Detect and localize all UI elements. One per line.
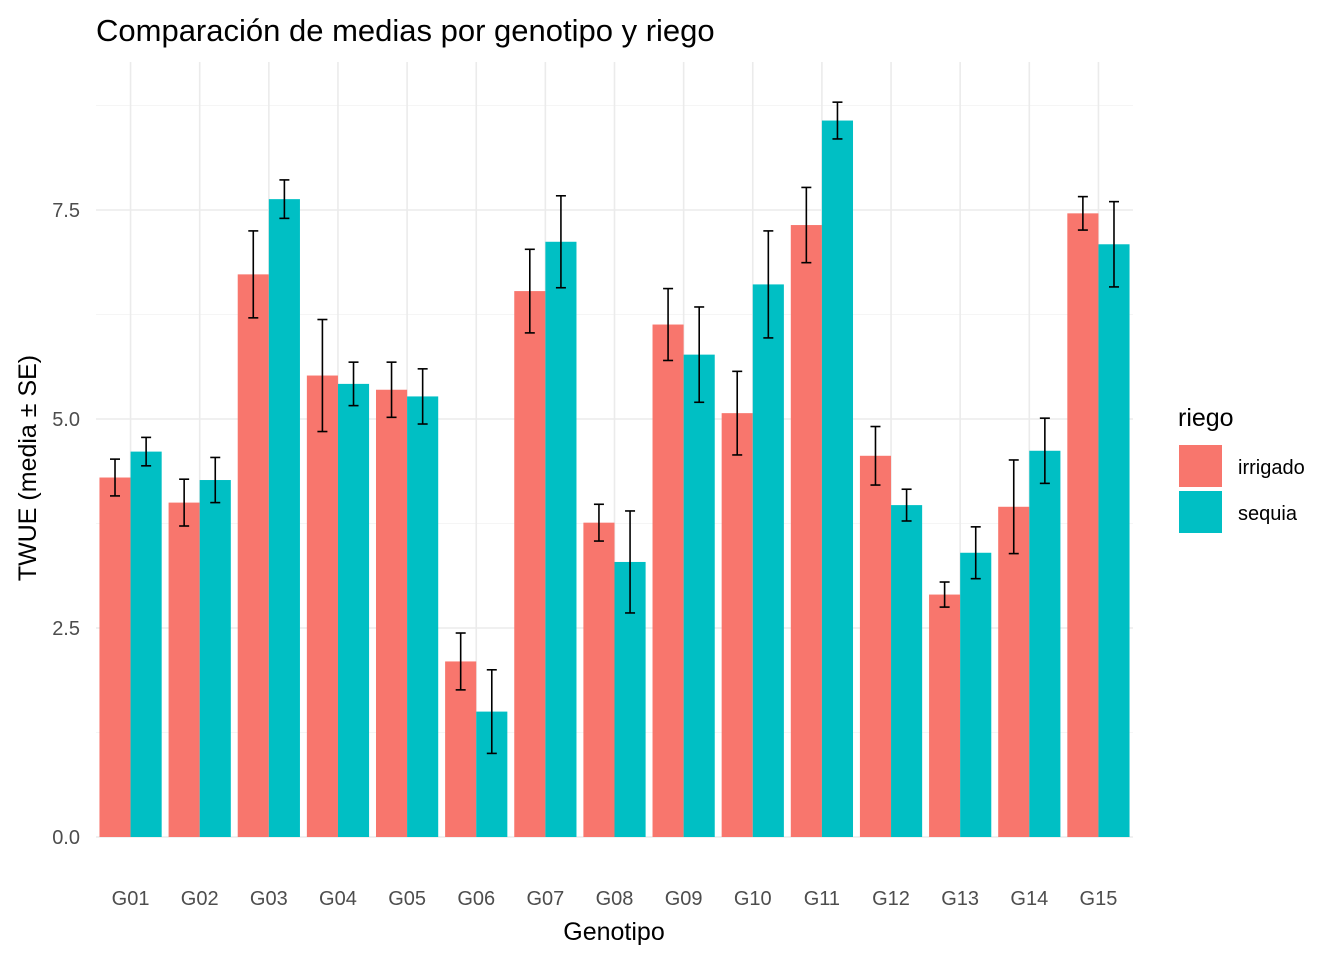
error-bar-sequia-g05 xyxy=(417,368,428,425)
error-bar-sequia-g15 xyxy=(1108,200,1119,288)
y-axis-title: TWUE (media ± SE) xyxy=(14,355,42,581)
bar-irrigado-g04 xyxy=(306,375,338,837)
bar-sequia-g05 xyxy=(407,396,439,837)
error-bar-sequia-g02 xyxy=(210,456,221,504)
x-tick-label: G06 xyxy=(457,888,495,910)
bar-irrigado-g08 xyxy=(583,522,615,837)
x-tick-label: G09 xyxy=(665,888,703,910)
chart-title: Comparación de medias por genotipo y rie… xyxy=(96,13,715,48)
x-tick-label: G10 xyxy=(734,888,772,910)
x-tick-label: G13 xyxy=(941,888,979,910)
bar-sequia-g14 xyxy=(1029,450,1061,837)
error-bar-irrigado-g15 xyxy=(1077,195,1088,231)
x-tick-label: G03 xyxy=(250,888,288,910)
bar-sequia-g02 xyxy=(199,480,231,837)
bar-irrigado-g05 xyxy=(375,389,408,837)
bar-sequia-g11 xyxy=(821,120,854,838)
plot-panel xyxy=(96,62,1133,838)
x-tick-label: G02 xyxy=(181,888,219,910)
error-bar-irrigado-g10 xyxy=(732,370,743,456)
bar-irrigado-g01 xyxy=(99,477,131,837)
bar-sequia-g12 xyxy=(891,505,923,837)
bar-sequia-g10 xyxy=(752,284,784,837)
bar-irrigado-g13 xyxy=(929,594,961,837)
y-tick-label: 0.0 xyxy=(52,827,80,849)
error-bar-irrigado-g12 xyxy=(870,425,881,486)
x-tick-label: G01 xyxy=(112,888,150,910)
error-bar-irrigado-g08 xyxy=(593,503,604,542)
legend-swatch-sequia xyxy=(1179,491,1222,533)
bar-sequia-g07 xyxy=(545,241,577,837)
legend-swatch-irrigado xyxy=(1179,445,1222,487)
bars xyxy=(99,120,1130,838)
error-bar-irrigado-g11 xyxy=(801,186,812,264)
error-bar-sequia-g11 xyxy=(832,101,843,140)
legend-label-sequia: sequia xyxy=(1238,503,1298,525)
bar-irrigado-g14 xyxy=(998,506,1030,837)
x-tick-label: G12 xyxy=(872,888,910,910)
x-axis-ticks: G01 G02 G03 G04 G05 G06 G07 G08 G09 G10 G11 G12 G13 G… xyxy=(112,888,1118,910)
legend-title: riego xyxy=(1178,404,1234,432)
error-bar-irrigado-g07 xyxy=(524,248,535,334)
bar-sequia-g15 xyxy=(1098,244,1130,837)
bar-irrigado-g12 xyxy=(859,455,892,837)
error-bar-sequia-g07 xyxy=(555,194,566,289)
legend-items: irrigado sequia xyxy=(1179,445,1305,533)
legend: riego irrigado sequia xyxy=(1178,404,1305,533)
error-bar-sequia-g12 xyxy=(901,488,912,522)
error-bar-irrigado-g04 xyxy=(317,318,328,433)
bar-sequia-g09 xyxy=(683,354,715,837)
y-axis-ticks: 0.0 2.5 5.0 7.5 xyxy=(52,200,80,849)
x-tick-label: G08 xyxy=(596,888,634,910)
error-bar-sequia-g09 xyxy=(694,306,705,404)
error-bar-sequia-g03 xyxy=(279,179,290,220)
error-bar-irrigado-g02 xyxy=(179,478,190,527)
error-bars xyxy=(110,101,1119,755)
x-axis-title: Genotipo xyxy=(563,918,664,946)
bar-irrigado-g09 xyxy=(652,324,684,838)
bar-irrigado-g06 xyxy=(445,661,477,837)
x-tick-label: G11 xyxy=(804,888,840,910)
bar-sequia-g03 xyxy=(268,199,300,837)
bar-irrigado-g10 xyxy=(721,413,753,837)
bar-sequia-g01 xyxy=(130,451,162,837)
bar-irrigado-g11 xyxy=(790,225,822,838)
bar-irrigado-g03 xyxy=(237,274,269,837)
error-bar-sequia-g04 xyxy=(348,361,359,407)
y-tick-label: 7.5 xyxy=(52,200,80,222)
bar-irrigado-g02 xyxy=(168,502,200,837)
error-bar-irrigado-g05 xyxy=(386,361,397,419)
error-bar-irrigado-g01 xyxy=(110,458,121,497)
x-tick-label: G05 xyxy=(388,888,426,910)
y-tick-label: 5.0 xyxy=(52,409,80,431)
x-tick-label: G15 xyxy=(1080,888,1118,910)
legend-label-irrigado: irrigado xyxy=(1238,457,1305,479)
x-tick-label: G14 xyxy=(1010,888,1048,910)
x-tick-label: G07 xyxy=(526,888,564,910)
error-bar-irrigado-g13 xyxy=(939,581,950,608)
error-bar-sequia-g13 xyxy=(970,526,981,580)
bar-sequia-g04 xyxy=(337,383,370,837)
bar-irrigado-g07 xyxy=(514,291,546,837)
error-bar-irrigado-g09 xyxy=(663,287,674,362)
y-tick-label: 2.5 xyxy=(52,618,80,640)
error-bar-sequia-g10 xyxy=(763,230,774,339)
x-tick-label: G04 xyxy=(319,888,357,910)
error-bar-sequia-g14 xyxy=(1039,417,1050,485)
error-bar-sequia-g06 xyxy=(486,668,497,755)
error-bar-sequia-g01 xyxy=(141,436,152,467)
error-bar-irrigado-g14 xyxy=(1008,459,1019,555)
error-bar-irrigado-g06 xyxy=(455,632,466,691)
error-bar-sequia-g08 xyxy=(625,510,636,614)
error-bar-irrigado-g03 xyxy=(248,230,259,319)
bar-sequia-g13 xyxy=(960,552,992,837)
bar-irrigado-g15 xyxy=(1067,213,1099,837)
